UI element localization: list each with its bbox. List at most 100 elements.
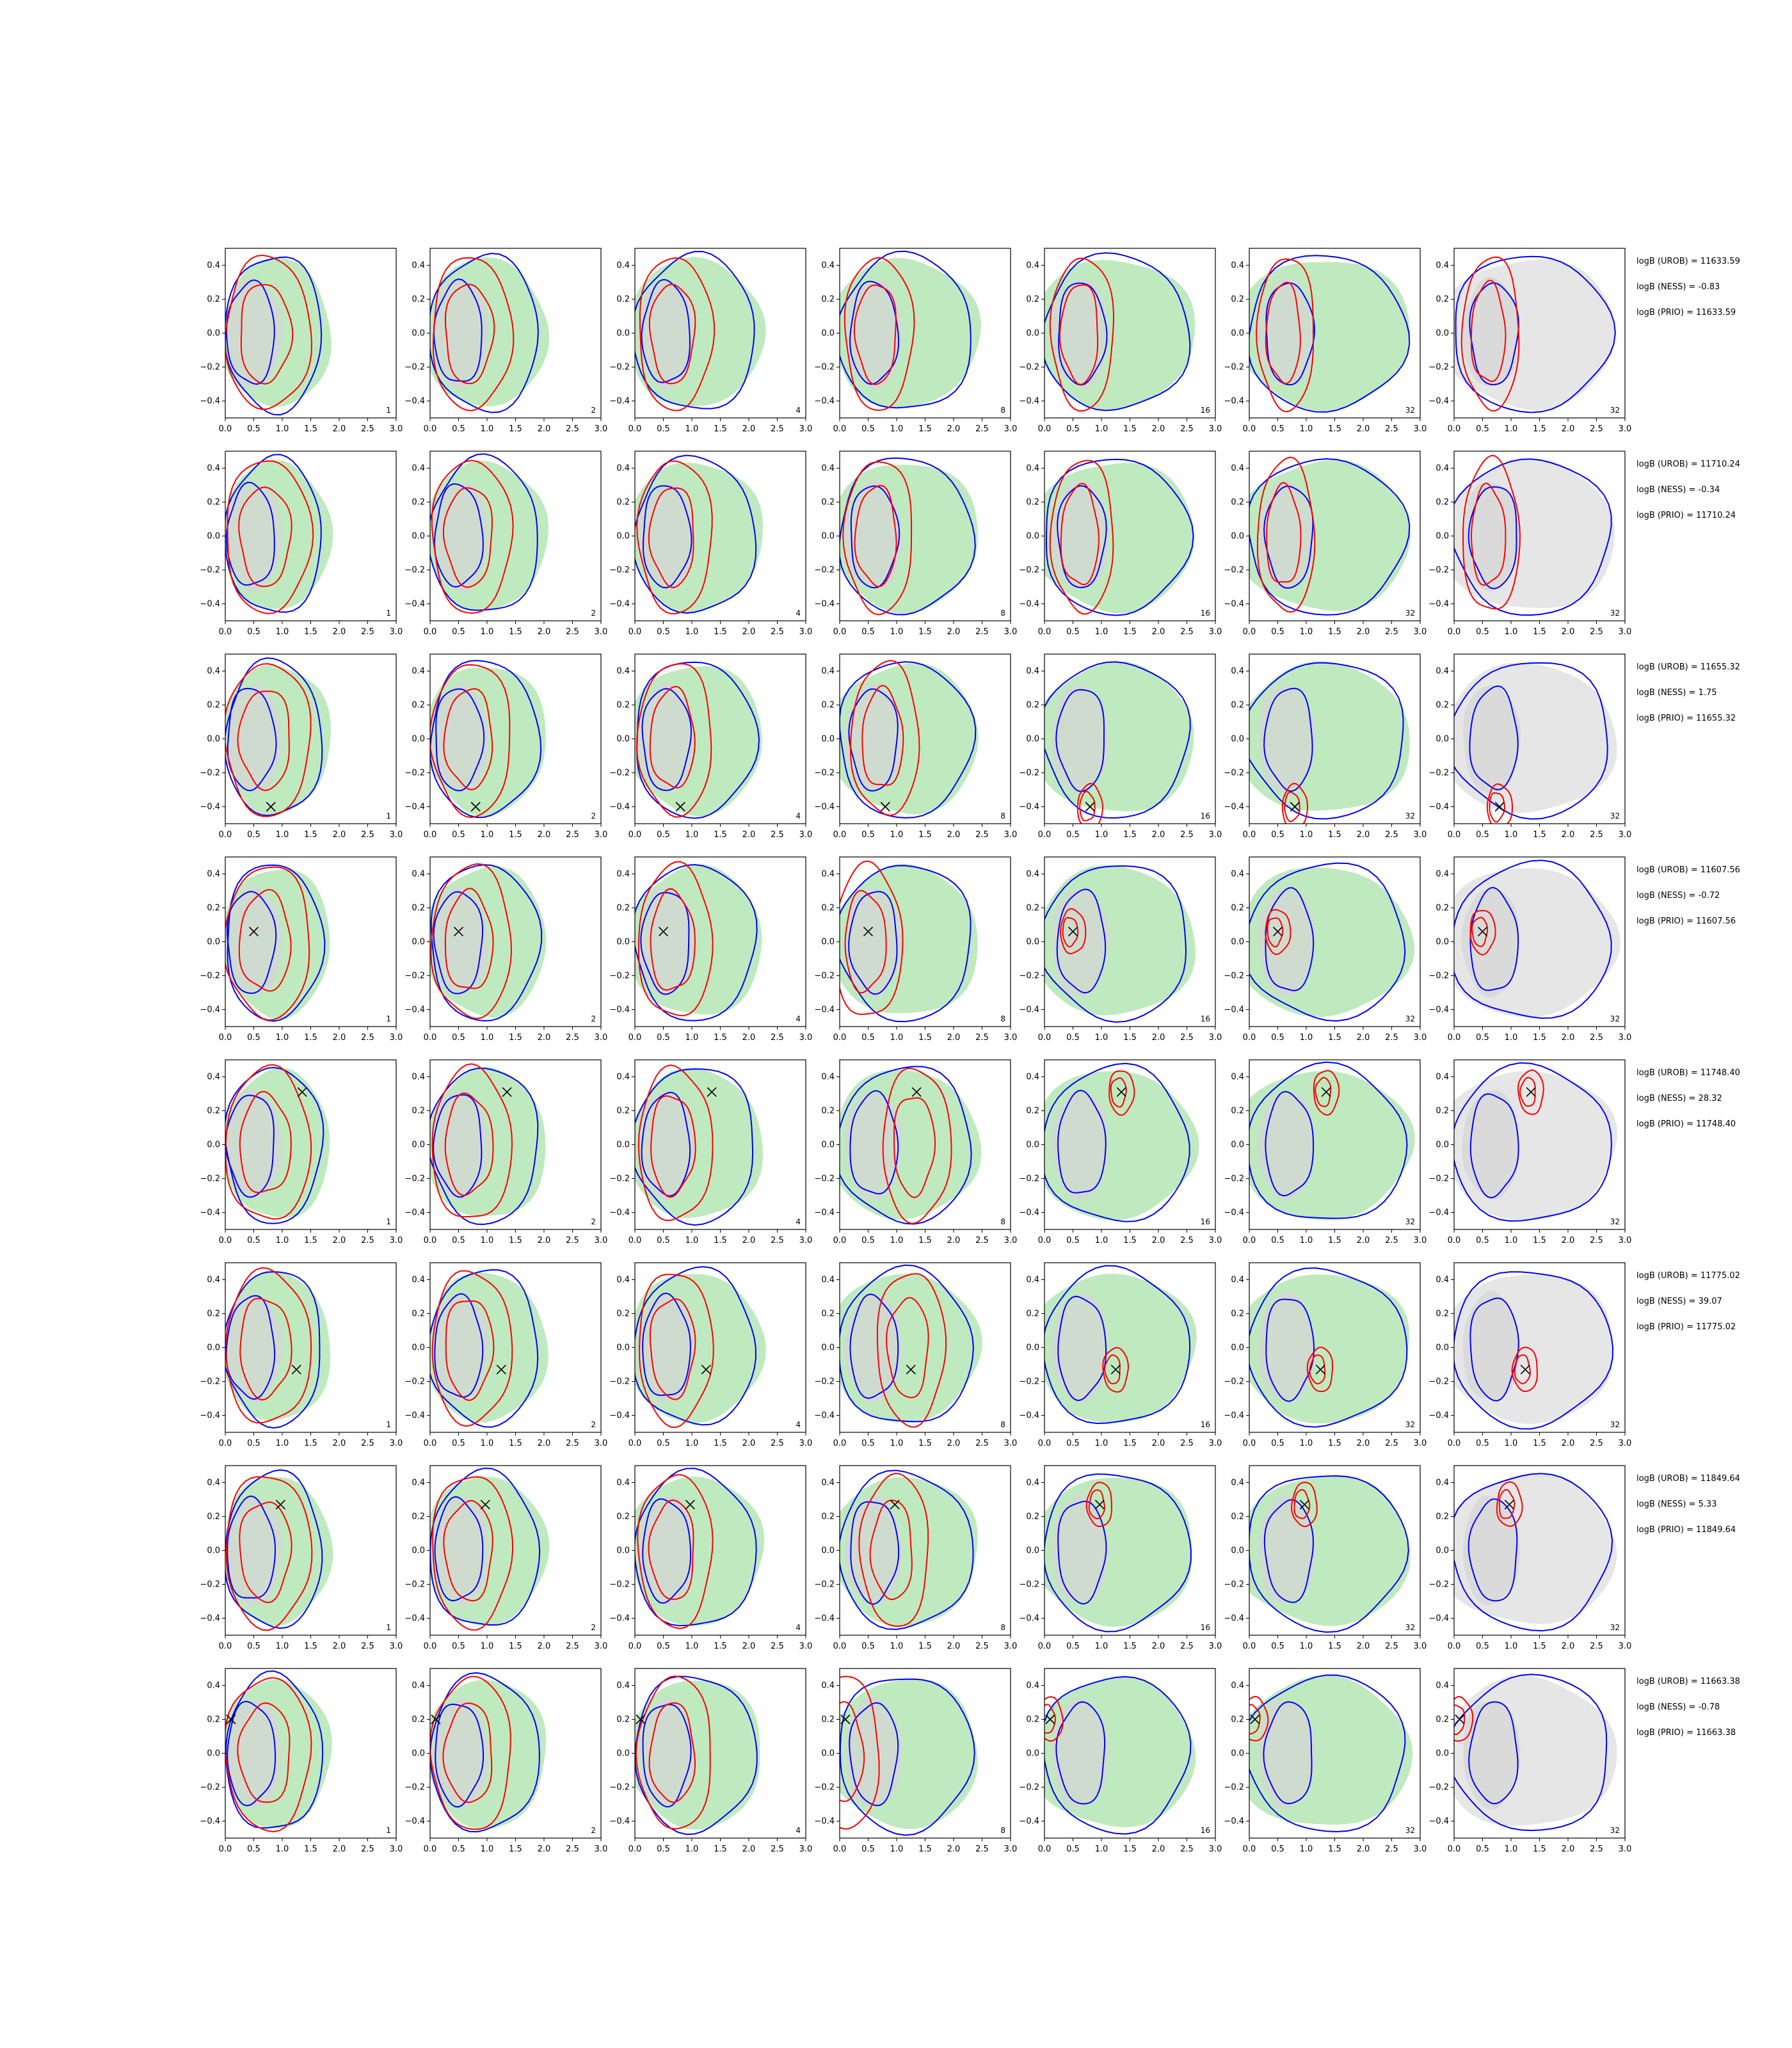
gray-density-fill [1257, 276, 1315, 386]
panel-corner-label: 1 [386, 1420, 391, 1429]
x-tick-label: 0.5 [1066, 1439, 1080, 1448]
y-tick-label: 0.0 [1231, 532, 1244, 541]
red-contour-outer [639, 257, 716, 412]
y-tick-label: −0.4 [1224, 1208, 1244, 1218]
x-tick-label: 1.0 [890, 1642, 904, 1651]
gray-density-fill [431, 1697, 489, 1807]
x-tick-label: 2.5 [1590, 1844, 1603, 1854]
blue-contour-outer [430, 1269, 539, 1428]
logB-stat: logB (NESS) = -0.83 [1636, 282, 1720, 292]
red-contour-inner [1315, 1076, 1332, 1107]
x-tick-label: 0.0 [833, 627, 847, 637]
x-tick-label: 1.0 [481, 1439, 494, 1448]
blue-contour-inner [1469, 1093, 1519, 1199]
x-tick-label: 1.5 [304, 1236, 317, 1245]
x-tick-label: 2.5 [1385, 1236, 1398, 1245]
x-tick-label: 1.0 [1300, 1844, 1313, 1854]
y-tick-label: 0.0 [821, 329, 835, 339]
x-tick-label: 0.0 [424, 1844, 437, 1854]
panel-corner-label: 16 [1201, 1826, 1210, 1835]
logB-stat: logB (PRIO) = 11663.38 [1636, 1728, 1736, 1738]
x-tick-label: 3.0 [799, 1439, 813, 1448]
x-tick-label: 3.0 [1619, 1844, 1632, 1854]
panel-corner-label: 8 [1000, 1217, 1005, 1226]
x-tick-label: 1.0 [1300, 424, 1313, 434]
x-tick-label: 1.5 [1533, 1439, 1546, 1448]
x-tick-label: 0.5 [1271, 1236, 1284, 1245]
x-tick-label: 0.5 [452, 1642, 465, 1651]
x-tick-label: 1.0 [1095, 1033, 1108, 1043]
blue-contour-inner [435, 1703, 484, 1808]
x-tick-label: 2.5 [975, 1844, 989, 1854]
red-contour-outer [225, 1064, 312, 1220]
panel-corner-label: 2 [591, 1623, 596, 1632]
x-tick-label: 1.0 [1300, 1033, 1313, 1043]
red-contour-inner [840, 1701, 865, 1802]
red-contour-inner [1266, 481, 1302, 583]
x-tick-label: 2.5 [1590, 1236, 1603, 1245]
panel-r4-c3: 0.0 0.5 1.0 1.5 2.0 2.5 3.0 0.4 0.2 0.0 −0.2 −0.4 4 [609, 856, 812, 1043]
red-contour-outer [637, 1474, 714, 1629]
y-tick-label: 0.2 [1436, 295, 1449, 305]
gray-density-fill [433, 1091, 490, 1200]
x-tick-label: 3.0 [595, 1642, 608, 1651]
gray-density-fill [225, 278, 284, 388]
gray-density-fill [1463, 482, 1521, 591]
red-contour-inner [1309, 1354, 1326, 1385]
true-value-marker [906, 1364, 916, 1375]
panel-r4-c2: 0.0 0.5 1.0 1.5 2.0 2.5 3.0 0.4 0.2 0.0 −0.2 −0.4 2 [404, 856, 608, 1043]
y-tick-label: −0.2 [1019, 1377, 1039, 1387]
x-tick-label: 0.5 [1476, 830, 1489, 840]
true-value-marker [1299, 1500, 1309, 1510]
panel-corner-label: 2 [591, 1420, 596, 1429]
red-contour-inner [650, 1095, 696, 1198]
x-tick-label: 2.0 [538, 424, 551, 434]
gray-density-fill [846, 888, 904, 997]
panel-r8-c4: 0.0 0.5 1.0 1.5 2.0 2.5 3.0 0.4 0.2 0.0 −0.2 −0.4 8 [814, 1668, 1017, 1854]
x-tick-label: 2.5 [771, 1844, 784, 1854]
y-tick-label: 0.4 [1436, 870, 1449, 879]
true-value-marker [1477, 927, 1488, 937]
blue-contour-outer [1044, 1062, 1190, 1222]
y-tick-label: −0.4 [404, 1208, 425, 1218]
panel-r6-c7: 0.0 0.5 1.0 1.5 2.0 2.5 3.0 0.4 0.2 0.0 −0.2 −0.4 32 [1428, 1262, 1631, 1448]
x-tick-label: 3.0 [799, 830, 813, 840]
x-tick-label: 0.0 [424, 1033, 437, 1043]
x-tick-label: 3.0 [595, 1033, 608, 1043]
x-tick-label: 3.0 [1619, 1236, 1632, 1245]
true-value-marker [1504, 1500, 1514, 1510]
y-tick-label: 0.4 [412, 464, 425, 474]
red-contour-inner [239, 1091, 292, 1194]
y-tick-label: 0.4 [616, 464, 630, 474]
blue-contour-inner [433, 483, 484, 588]
red-contour-outer [1454, 1696, 1474, 1742]
y-tick-label: 0.4 [207, 667, 220, 676]
x-tick-label: 0.0 [628, 1236, 642, 1245]
x-tick-label: 3.0 [595, 424, 608, 434]
blue-contour-outer [1454, 1674, 1608, 1832]
x-tick-label: 1.0 [1505, 424, 1518, 434]
panel-corner-label: 32 [1405, 609, 1415, 618]
x-tick-label: 2.5 [566, 627, 579, 637]
red-contour-outer [1255, 258, 1314, 413]
x-tick-label: 1.0 [890, 1439, 904, 1448]
y-tick-label: 0.0 [412, 1749, 425, 1759]
x-tick-label: 1.5 [1123, 1439, 1137, 1448]
y-tick-label: 0.0 [1436, 1140, 1449, 1150]
true-value-marker [1455, 1714, 1465, 1725]
x-tick-label: 0.0 [424, 424, 437, 434]
x-tick-label: 2.0 [1562, 1033, 1575, 1043]
red-contour-inner [1062, 916, 1079, 948]
y-tick-label: −0.2 [1428, 972, 1449, 981]
x-tick-label: 2.5 [1385, 424, 1398, 434]
blue-contour-outer [840, 457, 976, 616]
x-tick-label: 1.0 [685, 1439, 699, 1448]
panel-corner-label: 16 [1201, 1420, 1210, 1429]
x-tick-label: 0.0 [1448, 1844, 1461, 1854]
x-tick-label: 0.0 [1038, 830, 1052, 840]
x-tick-label: 2.5 [361, 830, 374, 840]
blue-contour-inner [1055, 1701, 1106, 1805]
panel-corner-label: 16 [1201, 1217, 1210, 1226]
red-contour-outer [1060, 908, 1087, 954]
red-contour-outer [1076, 783, 1104, 824]
